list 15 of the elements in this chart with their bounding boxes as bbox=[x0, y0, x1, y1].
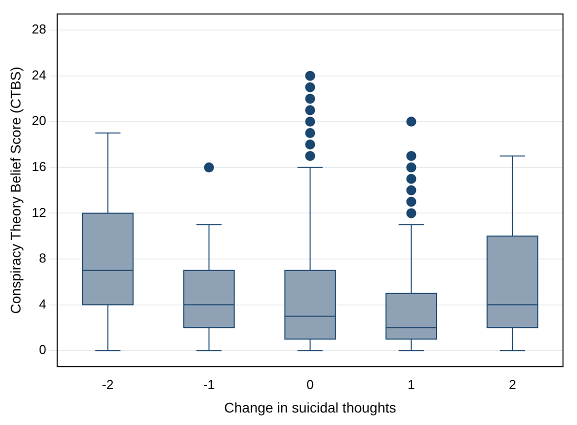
y-tick-label: 24 bbox=[32, 67, 46, 82]
x-tick-label: -1 bbox=[203, 376, 215, 392]
x-tick-label: 2 bbox=[508, 376, 516, 392]
x-tick-label: 1 bbox=[408, 376, 415, 392]
y-axis-title: Conspiracy Theory Belief Score (CTBS) bbox=[7, 66, 24, 314]
y-tick-label: 0 bbox=[39, 342, 46, 358]
x-tick-label: -2 bbox=[102, 376, 114, 392]
y-tick-label: 4 bbox=[39, 296, 46, 312]
x-axis-title: Change in suicidal thoughts bbox=[224, 399, 396, 416]
y-tick-label: 16 bbox=[32, 158, 46, 174]
x-tick-label: 0 bbox=[306, 376, 314, 392]
y-tick-label: 28 bbox=[32, 22, 46, 37]
y-tick-label: 12 bbox=[32, 204, 46, 220]
y-tick-label: 8 bbox=[39, 250, 46, 266]
y-tick-label: 20 bbox=[32, 113, 46, 128]
